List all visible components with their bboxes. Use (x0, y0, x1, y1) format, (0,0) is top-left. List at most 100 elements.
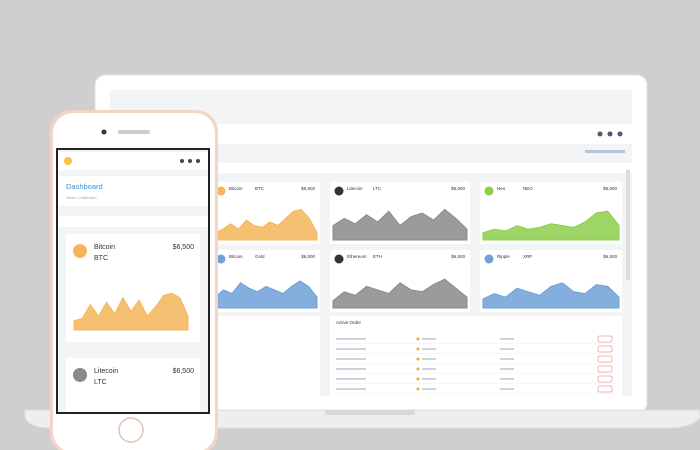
panel (215, 316, 320, 396)
coin-symbol: Gold (255, 254, 265, 259)
cell (336, 348, 366, 350)
coin-price: $6,500 (451, 254, 465, 259)
cell-icon (416, 337, 420, 341)
cell (500, 338, 514, 340)
panel (330, 316, 622, 396)
cell-icon (416, 347, 420, 351)
row-line (336, 373, 616, 374)
coin-price: $6,500 (603, 186, 617, 191)
cancel-btn (597, 345, 613, 353)
row-line (336, 393, 616, 394)
coin-name: Ethereum (347, 254, 367, 259)
sparkline (482, 210, 620, 241)
laptop-notch (325, 410, 415, 415)
cell (500, 388, 514, 390)
icon (607, 131, 613, 137)
row-line (336, 383, 616, 384)
cell (422, 338, 436, 340)
top-bar (110, 124, 632, 144)
cancel-btn (597, 335, 613, 343)
camera (101, 129, 107, 135)
icon (196, 159, 200, 163)
cell (336, 378, 366, 380)
cell (500, 348, 514, 350)
cell-icon (416, 357, 420, 361)
cell (500, 358, 514, 360)
coin-icon (334, 186, 344, 196)
coin-name: Litecoin (347, 186, 363, 191)
cancel-btn (597, 355, 613, 363)
coin-icon (334, 254, 344, 264)
sparkline (332, 278, 468, 309)
cell (336, 368, 366, 370)
coin-symbol: BTC (255, 186, 265, 191)
ticker-bar (110, 163, 632, 173)
coin-icon (484, 254, 494, 264)
coin-icon (73, 368, 87, 382)
coin-price: $6,500 (173, 244, 195, 251)
coin-name: Bitcoin (94, 244, 115, 251)
cell-icon (416, 377, 420, 381)
coin-symbol: ETH (373, 254, 382, 259)
cancel-btn (597, 375, 613, 383)
sparkline (73, 292, 189, 331)
cell-icon (416, 367, 420, 371)
cell (422, 378, 436, 380)
page-header (58, 176, 208, 206)
phone-top-bar (58, 152, 208, 170)
scrollbar (626, 170, 630, 280)
row-line (336, 343, 616, 344)
cell (336, 358, 366, 360)
speaker (118, 130, 150, 134)
breadcrumb (585, 150, 625, 153)
coin-price: $6,500 (301, 186, 315, 191)
coin-icon (484, 186, 494, 196)
ticker-bar (58, 216, 208, 227)
coin-price: $6,500 (301, 254, 315, 259)
page-title: Dashboard (66, 182, 103, 191)
coin-icon (73, 244, 87, 258)
cancel-btn (597, 385, 613, 393)
coin-symbol: XRP (523, 254, 532, 259)
home-button (118, 417, 144, 443)
cancel-btn (597, 365, 613, 373)
row-line (336, 363, 616, 364)
coin-price: $6,500 (173, 368, 195, 375)
cell (500, 368, 514, 370)
icon (617, 131, 623, 137)
coin-icon (216, 186, 226, 196)
logo (64, 157, 72, 165)
cell (422, 358, 436, 360)
card (66, 358, 200, 412)
sparkline (482, 282, 620, 309)
cell (422, 368, 436, 370)
breadcrumb: Home > Dashboard (66, 196, 97, 200)
cell (336, 338, 366, 340)
coin-name: Bitcoin (229, 186, 243, 191)
row-line (336, 353, 616, 354)
cell (422, 388, 436, 390)
sparkline (214, 280, 318, 309)
coin-name: Neo (497, 186, 506, 191)
coin-symbol: BTC (94, 255, 108, 262)
icon (597, 131, 603, 137)
cell (422, 348, 436, 350)
coin-name: Ripple (497, 254, 510, 259)
icon (188, 159, 192, 163)
coin-price: $6,500 (603, 254, 617, 259)
sparkline (214, 208, 318, 241)
cell (500, 378, 514, 380)
cell (336, 388, 366, 390)
coin-symbol: LTC (94, 379, 107, 386)
cell-icon (416, 387, 420, 391)
coin-price: $6,500 (451, 186, 465, 191)
coin-name: Bitcoin (229, 254, 243, 259)
coin-symbol: LTC (373, 186, 382, 191)
panel-title: Active Order (336, 320, 362, 325)
coin-icon (216, 254, 226, 264)
icon (180, 159, 184, 163)
sparkline (332, 208, 468, 241)
coin-name: Litecoin (94, 368, 118, 375)
